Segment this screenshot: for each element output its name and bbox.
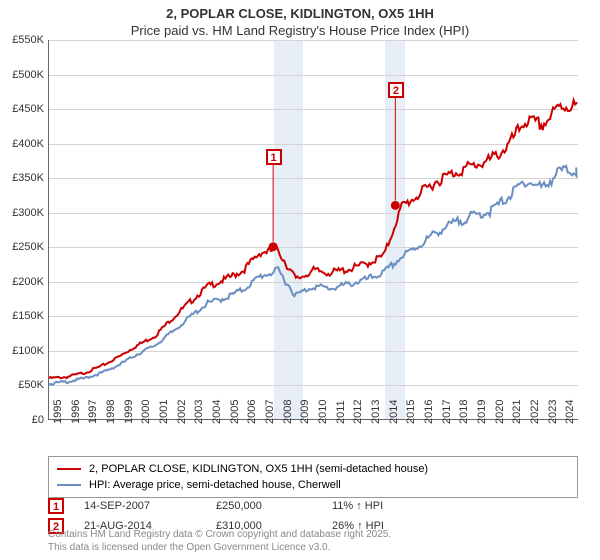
- y-axis-label: £500K: [0, 69, 44, 81]
- x-axis-label: 2023: [547, 400, 559, 424]
- legend-swatch: [57, 468, 81, 470]
- x-axis-label: 2017: [441, 400, 453, 424]
- x-axis-label: 2014: [388, 400, 400, 424]
- sale-point-marker: 2: [388, 82, 404, 98]
- y-axis-label: £450K: [0, 103, 44, 115]
- legend-box: 2, POPLAR CLOSE, KIDLINGTON, OX5 1HH (se…: [48, 456, 578, 498]
- y-axis-label: £100K: [0, 345, 44, 357]
- x-axis-label: 2007: [264, 400, 276, 424]
- chart-area: 12 £0£50K£100K£150K£200K£250K£300K£350K£…: [48, 40, 578, 420]
- x-axis-label: 2005: [229, 400, 241, 424]
- annotation-marker: 1: [48, 498, 64, 514]
- y-axis-label: £400K: [0, 138, 44, 150]
- x-axis-label: 2010: [317, 400, 329, 424]
- annotation-price: £250,000: [216, 500, 326, 512]
- x-axis-label: 1999: [123, 400, 135, 424]
- legend-label: HPI: Average price, semi-detached house,…: [89, 479, 341, 491]
- y-axis-label: £300K: [0, 207, 44, 219]
- legend-row: HPI: Average price, semi-detached house,…: [57, 477, 569, 493]
- annotation-delta: 11% ↑ HPI: [332, 500, 452, 512]
- x-axis-label: 2009: [299, 400, 311, 424]
- x-axis-label: 2006: [246, 400, 258, 424]
- legend-row: 2, POPLAR CLOSE, KIDLINGTON, OX5 1HH (se…: [57, 461, 569, 477]
- x-axis-label: 2004: [211, 400, 223, 424]
- x-axis-label: 2000: [140, 400, 152, 424]
- x-axis-label: 2024: [564, 400, 576, 424]
- legend-swatch: [57, 484, 81, 486]
- sale-point-dot: [269, 242, 278, 251]
- x-axis-label: 2015: [405, 400, 417, 424]
- x-axis-label: 2021: [511, 400, 523, 424]
- annotation-date: 14-SEP-2007: [70, 500, 210, 512]
- footer-attribution: Contains HM Land Registry data © Crown c…: [48, 529, 391, 554]
- y-axis-label: £0: [0, 414, 44, 426]
- x-axis-label: 1997: [87, 400, 99, 424]
- footer-line-1: Contains HM Land Registry data © Crown c…: [48, 529, 391, 542]
- y-axis-label: £250K: [0, 241, 44, 253]
- x-axis-label: 2008: [282, 400, 294, 424]
- chart-title-main: 2, POPLAR CLOSE, KIDLINGTON, OX5 1HH: [0, 6, 600, 21]
- x-axis-label: 2022: [529, 400, 541, 424]
- y-axis-label: £200K: [0, 276, 44, 288]
- x-axis-label: 2001: [158, 400, 170, 424]
- sale-point-marker: 1: [266, 149, 282, 165]
- annotation-row: 1 14-SEP-2007 £250,000 11% ↑ HPI: [48, 496, 452, 516]
- chart-svg: [49, 40, 578, 419]
- x-axis-label: 2002: [176, 400, 188, 424]
- x-axis-label: 2016: [423, 400, 435, 424]
- y-axis-label: £50K: [0, 379, 44, 391]
- plot-region: 12: [48, 40, 578, 420]
- x-axis-label: 2020: [494, 400, 506, 424]
- x-axis-label: 2018: [458, 400, 470, 424]
- x-axis-label: 2011: [335, 400, 347, 424]
- x-axis-label: 1995: [52, 400, 64, 424]
- series-line: [49, 100, 577, 378]
- y-axis-label: £150K: [0, 310, 44, 322]
- sale-point-dot: [391, 201, 400, 210]
- footer-line-2: This data is licensed under the Open Gov…: [48, 542, 391, 555]
- x-axis-label: 1998: [105, 400, 117, 424]
- y-axis-label: £550K: [0, 34, 44, 46]
- x-axis-label: 1996: [70, 400, 82, 424]
- legend-label: 2, POPLAR CLOSE, KIDLINGTON, OX5 1HH (se…: [89, 463, 428, 475]
- chart-title-block: 2, POPLAR CLOSE, KIDLINGTON, OX5 1HH Pri…: [0, 0, 600, 38]
- x-axis-label: 2012: [352, 400, 364, 424]
- x-axis-label: 2003: [193, 400, 205, 424]
- x-axis-label: 2013: [370, 400, 382, 424]
- y-axis-label: £350K: [0, 172, 44, 184]
- chart-title-sub: Price paid vs. HM Land Registry's House …: [0, 23, 600, 38]
- x-axis-label: 2019: [476, 400, 488, 424]
